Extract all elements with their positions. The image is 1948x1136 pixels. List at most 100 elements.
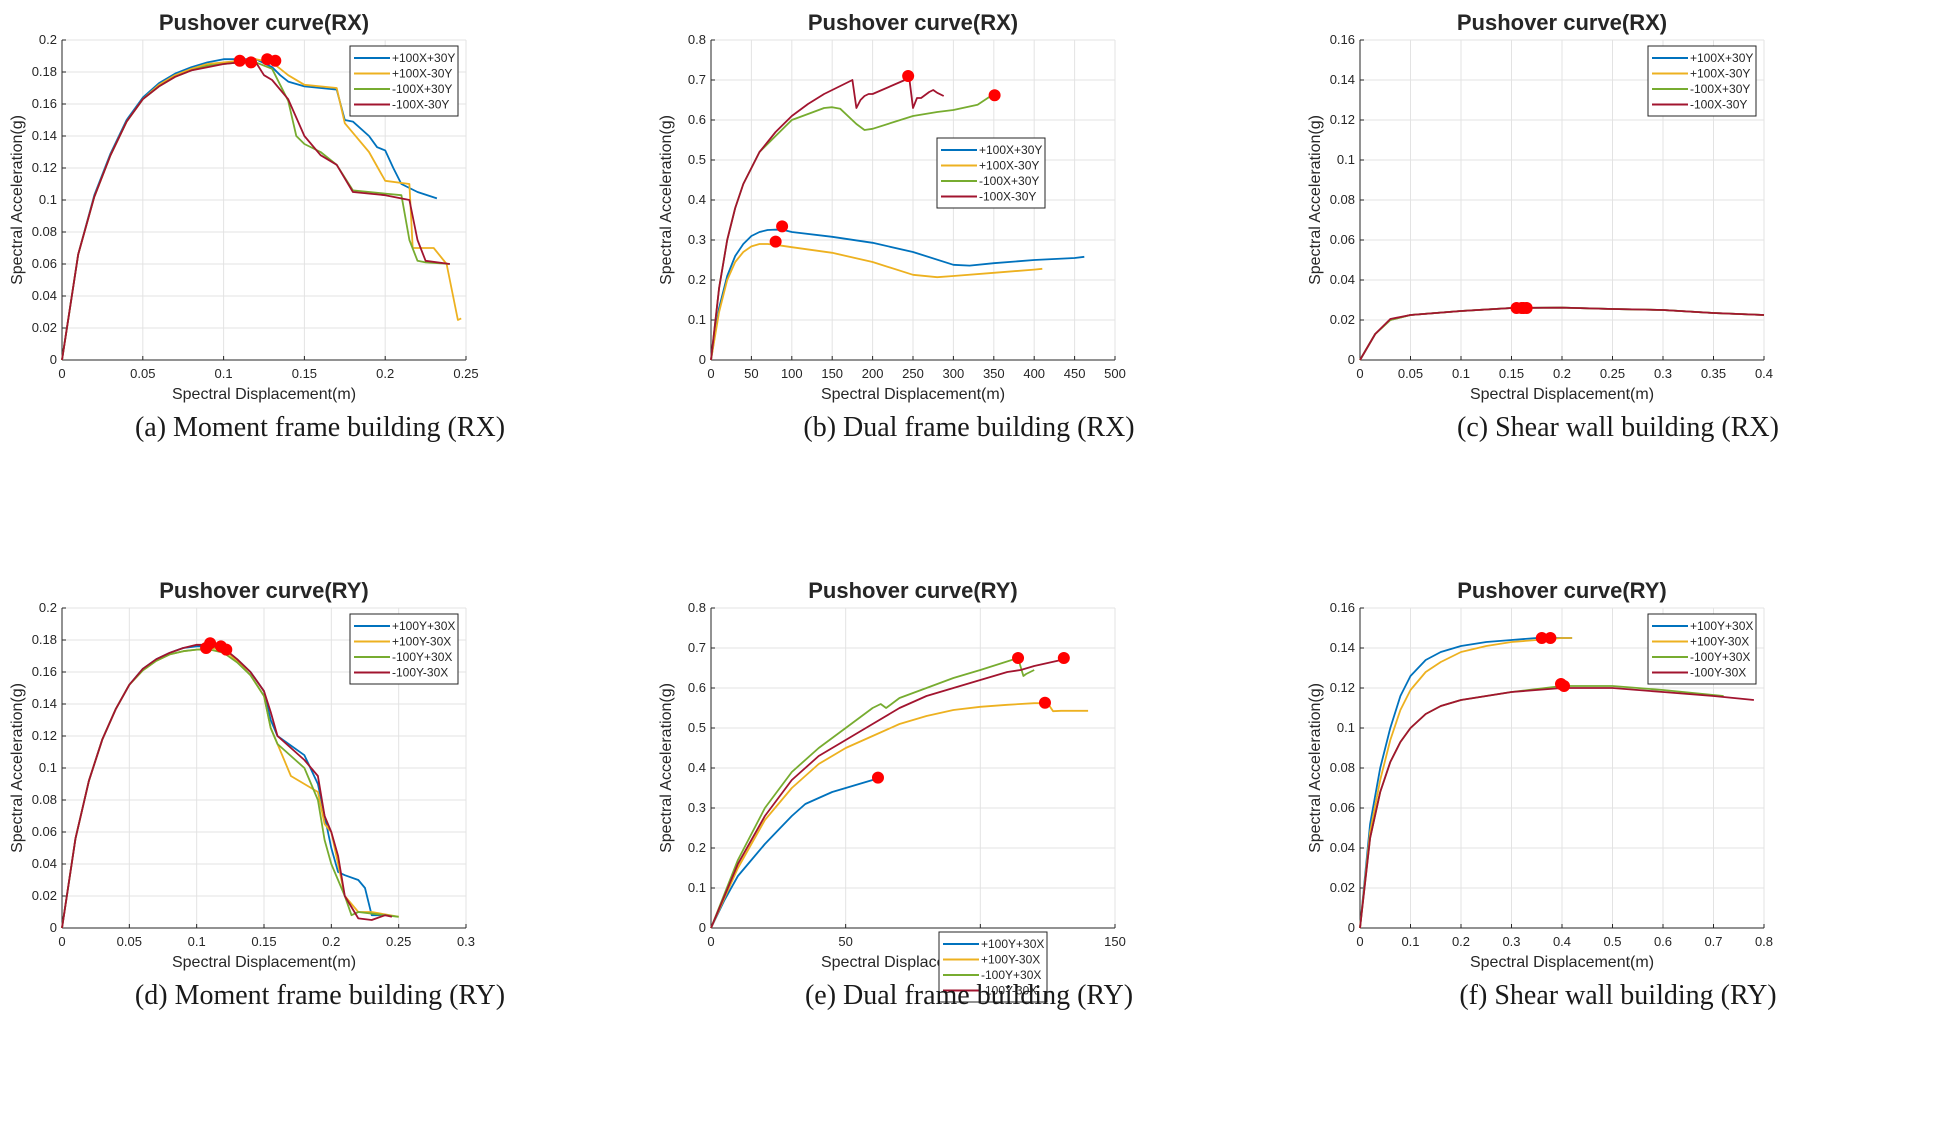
legend-label: +100Y-30X: [392, 635, 451, 649]
y-tick-label: 0.02: [1330, 880, 1355, 895]
y-axis-label: Spectral Acceleration(g): [1307, 683, 1324, 853]
y-axis-label: Spectral Acceleration(g): [9, 115, 26, 285]
chart-panel-d: 0 0.05 0.1 0.15 0.2 0.25 0.3 0 0.02 0.04 0.06 0.08 0…: [0, 568, 649, 1136]
y-tick-label: 0.04: [1330, 840, 1355, 855]
y-tick-label: 0.3: [688, 800, 706, 815]
y-tick-label: 0.1: [688, 312, 706, 327]
x-tick-label: 0: [707, 934, 714, 949]
y-tick-label: 0.14: [32, 128, 57, 143]
x-tick-label: 0.2: [1452, 934, 1470, 949]
series-line-+100X-30Y: [710, 243, 1043, 361]
y-tick-label: 0.06: [1330, 800, 1355, 815]
y-tick-label: 0.1: [1337, 720, 1355, 735]
x-tick-label: 0.15: [251, 934, 276, 949]
legend: +100Y+30X +100Y-30X-100Y+30X -100Y-30X: [1647, 613, 1757, 685]
x-tick-label: 0.6: [1654, 934, 1672, 949]
y-tick-label: 0.08: [1330, 760, 1355, 775]
legend-label: +100X-30Y: [979, 159, 1039, 173]
y-tick-label: 0.14: [1330, 72, 1355, 87]
y-tick-label: 0.06: [32, 824, 57, 839]
y-tick-label: 0.12: [1330, 112, 1355, 127]
x-axis-label: Spectral Displacement(m): [821, 386, 1005, 403]
x-tick-label: 0.1: [1452, 366, 1470, 381]
legend-label: +100Y+30X: [392, 619, 455, 633]
y-axis-label: Spectral Acceleration(g): [658, 683, 675, 853]
y-tick-label: 0.08: [1330, 192, 1355, 207]
chart-panel-c: 0 0.05 0.1 0.15 0.2 0.25 0.3 0.35 0.4 0 0.02 0.04 0.…: [1298, 0, 1947, 568]
series-line--100X-30Y: [710, 75, 945, 361]
x-tick-label: 500: [1104, 366, 1126, 381]
y-tick-label: 0.08: [32, 224, 57, 239]
figure-caption: (d) Moment frame building (RY): [135, 980, 505, 1011]
y-tick-label: 0.16: [1330, 600, 1355, 615]
legend-label: -100X+30Y: [392, 82, 452, 96]
x-tick-label: 0.25: [386, 934, 411, 949]
chart-panel-a: 0 0.05 0.1 0.15 0.2 0.25 0 0.02 0.04 0.06 0.08 0.1 0…: [0, 0, 649, 568]
performance-point-marker: [1544, 632, 1557, 644]
x-tick-label: 300: [943, 366, 965, 381]
y-tick-label: 0.04: [32, 288, 57, 303]
performance-point-marker: [245, 56, 258, 69]
y-tick-label: 0.16: [1330, 32, 1355, 47]
x-tick-label: 0.1: [1401, 934, 1419, 949]
x-tick-label: 0.05: [117, 934, 142, 949]
performance-point-marker: [1038, 696, 1051, 709]
x-tick-label: 0.4: [1755, 366, 1773, 381]
x-tick-label: 50: [838, 934, 852, 949]
performance-point-marker: [769, 235, 782, 248]
y-tick-label: 0.12: [32, 160, 57, 175]
y-tick-label: 0.2: [688, 840, 706, 855]
legend: +100X+30Y +100X-30Y-100X+30Y -100X-30Y: [349, 45, 459, 117]
y-tick-label: 0.14: [32, 696, 57, 711]
x-tick-label: 0.2: [376, 366, 394, 381]
y-tick-label: 0.12: [32, 728, 57, 743]
performance-point-marker: [1520, 302, 1533, 314]
y-tick-label: 0.1: [39, 192, 57, 207]
x-tick-label: 0.15: [1499, 366, 1524, 381]
x-tick-label: 0.35: [1701, 366, 1726, 381]
series-line--100Y+30X: [710, 657, 1035, 929]
series-line--100Y-30X: [1359, 687, 1754, 929]
x-tick-label: 0.15: [292, 366, 317, 381]
y-tick-label: 0.5: [688, 720, 706, 735]
y-tick-label: 0.7: [688, 72, 706, 87]
legend-label: -100Y+30X: [1690, 650, 1750, 664]
legend-label: +100X-30Y: [1690, 67, 1750, 81]
y-tick-label: 0.04: [32, 856, 57, 871]
x-tick-label: 0.3: [1654, 366, 1672, 381]
series-line-+100Y+30X: [710, 777, 879, 929]
figure-caption: (f) Shear wall building (RY): [1459, 980, 1776, 1011]
y-tick-label: 0.8: [688, 32, 706, 47]
y-tick-label: 0.7: [688, 640, 706, 655]
legend-label: -100X+30Y: [979, 174, 1039, 188]
chart-title: Pushover curve(RX): [159, 10, 369, 35]
y-tick-label: 0.18: [32, 64, 57, 79]
legend-label: +100X+30Y: [392, 51, 455, 65]
x-tick-label: 350: [983, 366, 1005, 381]
y-tick-label: 0.02: [32, 888, 57, 903]
y-tick-label: 0.8: [688, 600, 706, 615]
y-tick-label: 0.4: [688, 192, 706, 207]
x-tick-label: 0.2: [322, 934, 340, 949]
x-tick-label: 250: [902, 366, 924, 381]
performance-point-marker: [776, 220, 789, 233]
series-line--100Y-30X: [710, 659, 1062, 929]
y-axis-label: Spectral Acceleration(g): [1307, 115, 1324, 285]
x-tick-label: 150: [1104, 934, 1126, 949]
y-axis-label: Spectral Acceleration(g): [658, 115, 675, 285]
legend-label: +100Y-30X: [1690, 635, 1749, 649]
x-tick-label: 0.2: [1553, 366, 1571, 381]
y-tick-label: 0.4: [688, 760, 706, 775]
x-tick-label: 450: [1064, 366, 1086, 381]
y-tick-label: 0: [1348, 352, 1355, 367]
y-tick-label: 0.2: [688, 272, 706, 287]
chart-svg-a: 0 0.05 0.1 0.15 0.2 0.25 0 0.02 0.04 0.06 0.08 0.1 0…: [9, 10, 505, 443]
legend-label: -100Y+30X: [392, 650, 452, 664]
legend: +100X+30Y +100X-30Y-100X+30Y -100X-30Y: [1647, 45, 1757, 117]
series-line-+100Y-30X: [1359, 637, 1573, 929]
x-tick-label: 0.1: [188, 934, 206, 949]
y-tick-label: 0.02: [32, 320, 57, 335]
performance-point-marker: [871, 771, 884, 784]
performance-point-marker: [902, 70, 915, 82]
x-tick-label: 0: [1356, 934, 1363, 949]
